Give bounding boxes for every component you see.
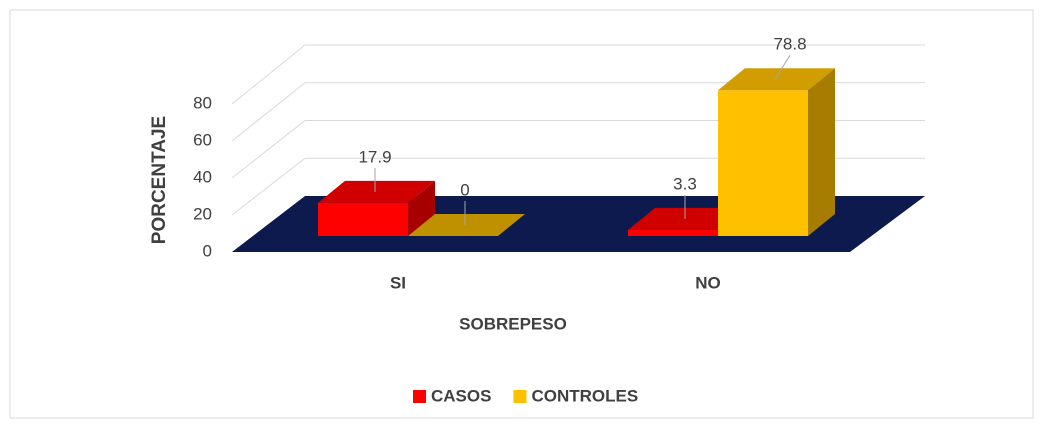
y-tick-label: 80 [193,93,212,112]
value-label: 0 [460,180,469,199]
leader-line [774,54,791,80]
grid-line [231,82,306,142]
bar-side [408,180,435,236]
value-label: 78.8 [773,35,806,54]
bar-top [408,214,525,236]
legend-label: CONTROLES [531,386,638,405]
bar-side [808,68,835,236]
legend-label: CASOS [431,386,491,405]
grid-line [231,120,306,179]
x-axis-title: SOBREPESO [459,314,567,333]
legend-swatch [413,390,426,403]
bar-front [318,202,408,236]
grid-line [231,157,306,216]
y-tick-label: 20 [193,204,212,223]
y-tick-label: 40 [193,167,212,186]
bar-front [628,229,718,236]
x-tick-label: SI [390,273,406,292]
legend-swatch [513,390,527,403]
x-tick-label: NO [695,273,721,292]
y-tick-label: 0 [203,241,212,260]
value-label: 17.9 [358,147,391,166]
grid-line [231,44,306,105]
y-axis-title: PORCENTAJE [149,116,170,244]
bar-top [718,68,835,91]
value-label: 3.3 [673,174,697,193]
bar-top [628,207,745,230]
bar-front [718,90,808,236]
y-tick-label: 60 [193,130,212,149]
bar-top [318,180,435,203]
